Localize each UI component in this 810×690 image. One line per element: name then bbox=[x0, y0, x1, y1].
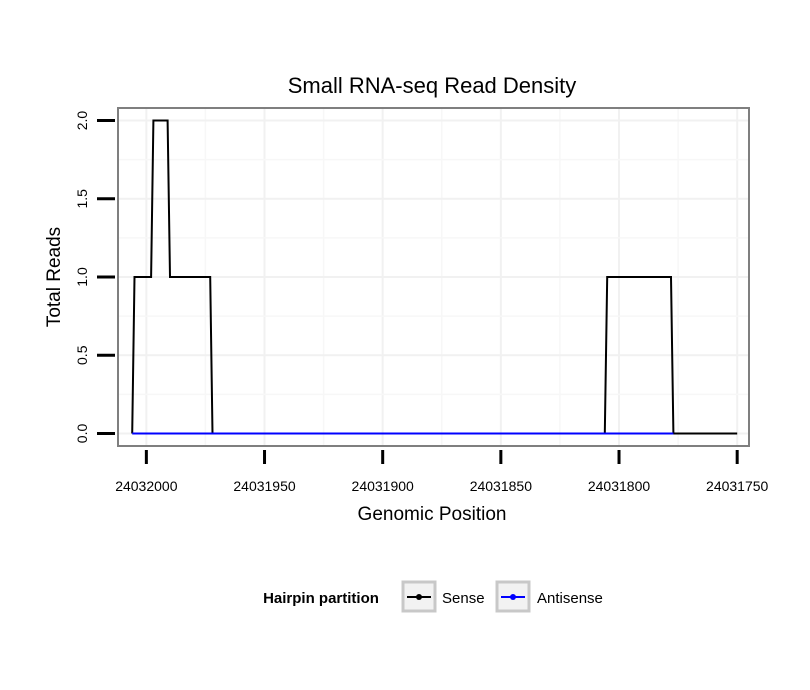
chart-title: Small RNA-seq Read Density bbox=[288, 73, 577, 98]
plot-panel-border bbox=[117, 107, 750, 447]
y-tick-label-1: 0.5 bbox=[74, 345, 90, 365]
series-lines bbox=[131, 119, 738, 435]
y-tick-label-0: 0.0 bbox=[74, 424, 90, 444]
series-line-sense bbox=[131, 119, 738, 435]
y-tick-label-2: 1.0 bbox=[74, 267, 90, 287]
x-tick-label-0: 24032000 bbox=[115, 478, 178, 494]
legend: Hairpin partition Sense Antisense bbox=[263, 580, 603, 613]
y-tick-label-4: 2.0 bbox=[74, 111, 90, 131]
x-tick-label-5: 24031750 bbox=[706, 478, 769, 494]
x-tick-label-1: 24031950 bbox=[233, 478, 296, 494]
x-tick-label-3: 24031850 bbox=[470, 478, 533, 494]
axis-ticks: 24032000 24031950 24031900 24031850 24031800… bbox=[74, 111, 769, 494]
y-tick-label-3: 1.5 bbox=[74, 189, 90, 209]
legend-label-antisense: Antisense bbox=[537, 590, 603, 607]
legend-label-sense: Sense bbox=[442, 590, 485, 607]
x-axis-label: Genomic Position bbox=[358, 504, 507, 525]
legend-marker-antisense bbox=[510, 594, 516, 600]
legend-title: Hairpin partition bbox=[263, 590, 379, 607]
legend-marker-sense bbox=[416, 594, 422, 600]
x-tick-label-4: 24031800 bbox=[588, 478, 651, 494]
y-axis-label: Total Reads bbox=[44, 227, 65, 327]
x-tick-label-2: 24031900 bbox=[352, 478, 415, 494]
